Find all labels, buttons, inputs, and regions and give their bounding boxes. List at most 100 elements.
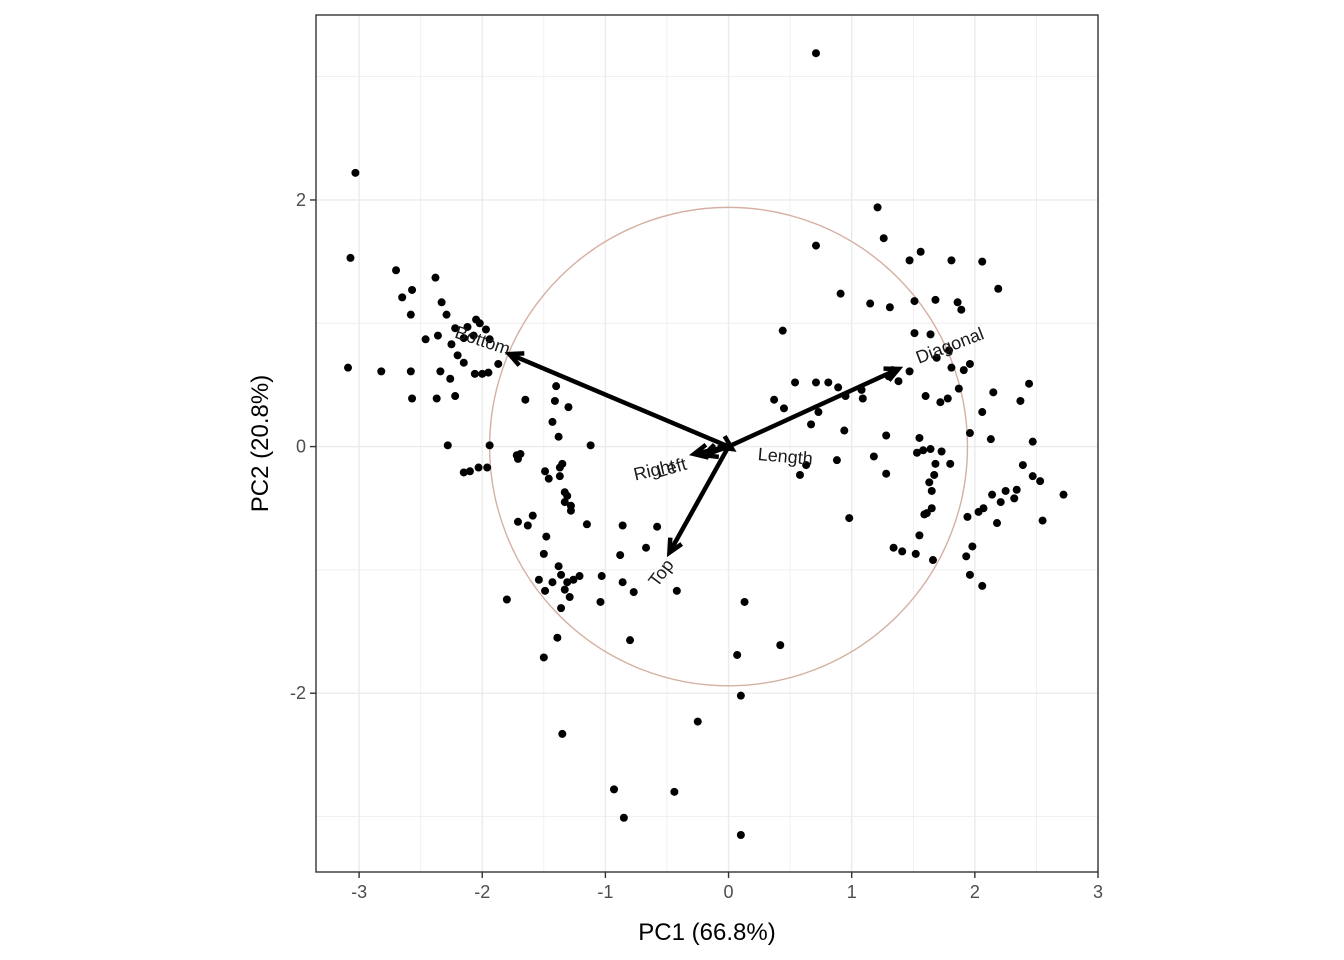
arrowhead-left bbox=[699, 443, 720, 460]
data-point bbox=[351, 168, 360, 177]
data-point bbox=[1028, 437, 1037, 446]
data-point bbox=[465, 467, 474, 476]
data-point bbox=[840, 426, 849, 435]
data-point bbox=[618, 578, 627, 587]
data-point bbox=[926, 445, 935, 454]
data-point bbox=[469, 331, 478, 340]
data-point bbox=[776, 641, 785, 650]
data-point bbox=[894, 377, 903, 386]
data-point bbox=[959, 366, 968, 375]
data-point bbox=[442, 310, 451, 319]
data-point bbox=[947, 256, 956, 265]
data-point bbox=[943, 394, 952, 403]
data-point bbox=[555, 472, 564, 481]
data-point bbox=[953, 298, 962, 307]
data-point bbox=[965, 570, 974, 579]
data-point bbox=[421, 335, 430, 344]
data-point bbox=[554, 562, 563, 571]
data-point bbox=[569, 575, 578, 584]
data-point bbox=[807, 420, 816, 429]
data-point bbox=[937, 447, 946, 456]
data-point bbox=[1010, 494, 1019, 503]
data-point bbox=[911, 549, 920, 558]
data-point bbox=[994, 284, 1003, 293]
data-point bbox=[539, 653, 548, 662]
x-axis-title: PC1 (66.8%) bbox=[638, 919, 775, 946]
data-point bbox=[811, 241, 820, 250]
data-point bbox=[770, 395, 779, 404]
data-point bbox=[447, 340, 456, 349]
data-point bbox=[550, 396, 559, 405]
data-point bbox=[542, 532, 551, 541]
data-point bbox=[563, 578, 572, 587]
data-point bbox=[616, 551, 625, 560]
data-point bbox=[965, 429, 974, 438]
data-point bbox=[988, 490, 997, 499]
data-point bbox=[814, 408, 823, 417]
data-point bbox=[459, 468, 468, 477]
data-point bbox=[346, 253, 355, 262]
data-point bbox=[443, 441, 452, 450]
data-point bbox=[528, 511, 537, 520]
data-point bbox=[483, 463, 492, 472]
data-point bbox=[873, 203, 882, 212]
data-point bbox=[879, 234, 888, 243]
data-point bbox=[463, 322, 472, 331]
data-point bbox=[557, 570, 566, 579]
data-point bbox=[523, 521, 532, 530]
data-point bbox=[947, 363, 956, 372]
data-point bbox=[912, 448, 921, 457]
x-tick-label: 0 bbox=[724, 882, 734, 902]
data-point bbox=[472, 315, 481, 324]
data-point bbox=[575, 572, 584, 581]
y-tick-label: -2 bbox=[290, 683, 306, 703]
data-point bbox=[670, 787, 679, 796]
data-point bbox=[944, 346, 953, 355]
data-point bbox=[889, 543, 898, 552]
data-point bbox=[916, 247, 925, 256]
data-point bbox=[1036, 477, 1045, 486]
y-tick-label: 0 bbox=[296, 437, 306, 457]
data-point bbox=[965, 359, 974, 368]
data-point bbox=[618, 521, 627, 530]
ticks-layer: -3 -2 -1 0 1 2 3 -2 0 2 bbox=[290, 190, 1103, 902]
data-point bbox=[978, 581, 987, 590]
data-point bbox=[453, 351, 462, 360]
data-point bbox=[733, 650, 742, 659]
data-point bbox=[866, 299, 875, 308]
data-point bbox=[779, 404, 788, 413]
data-point bbox=[905, 367, 914, 376]
data-point bbox=[910, 297, 919, 306]
data-point bbox=[693, 717, 702, 726]
data-point bbox=[932, 353, 941, 362]
data-point bbox=[791, 378, 800, 387]
data-point bbox=[485, 441, 494, 450]
data-point bbox=[834, 383, 843, 392]
data-point bbox=[1012, 485, 1021, 494]
data-point bbox=[470, 369, 479, 378]
data-point bbox=[484, 368, 493, 377]
data-point bbox=[582, 520, 591, 529]
data-point bbox=[931, 295, 940, 304]
data-point bbox=[392, 266, 401, 275]
data-point bbox=[930, 470, 939, 479]
data-point bbox=[642, 543, 651, 552]
data-point bbox=[778, 326, 787, 335]
arrowhead-top bbox=[666, 537, 684, 558]
data-point bbox=[931, 459, 940, 468]
data-point bbox=[398, 293, 407, 302]
data-point bbox=[811, 49, 820, 58]
data-point bbox=[513, 517, 522, 526]
data-point bbox=[936, 398, 945, 407]
data-point bbox=[1025, 379, 1034, 388]
data-point bbox=[915, 531, 924, 540]
data-point bbox=[1038, 516, 1047, 525]
data-point bbox=[446, 374, 455, 383]
data-point bbox=[513, 454, 522, 463]
data-point bbox=[836, 289, 845, 298]
data-point bbox=[437, 298, 446, 307]
data-point bbox=[554, 432, 563, 441]
data-point bbox=[928, 556, 937, 565]
data-point bbox=[544, 474, 553, 483]
